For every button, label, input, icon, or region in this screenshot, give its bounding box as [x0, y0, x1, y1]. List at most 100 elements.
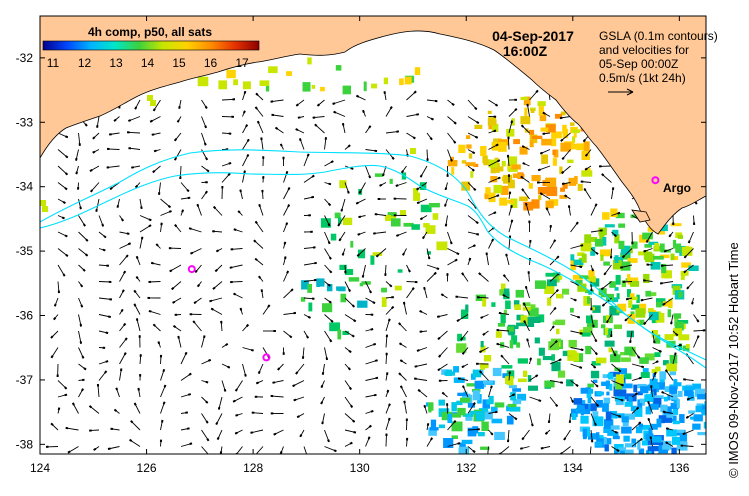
velocity-arrow: [631, 376, 642, 381]
velocity-arrow: [416, 347, 428, 352]
sst-patch: [678, 343, 682, 350]
sst-patch: [673, 328, 682, 337]
velocity-arrow: [693, 314, 700, 323]
sst-patch: [663, 360, 669, 366]
sst-patch: [645, 253, 655, 263]
colorbar-tick-12: 12: [78, 56, 92, 70]
velocity-arrow: [254, 257, 264, 266]
velocity-arrow: [119, 308, 124, 315]
sst-patch: [531, 199, 540, 209]
sst-patch: [610, 425, 620, 430]
velocity-arrow: [447, 116, 457, 125]
sst-patch: [595, 441, 603, 447]
sst-patch: [529, 316, 541, 323]
y-tick-label: -33: [16, 115, 34, 129]
velocity-arrow: [505, 253, 510, 266]
sst-patch: [451, 167, 455, 175]
velocity-arrow: [447, 258, 458, 266]
velocity-arrow: [570, 380, 579, 388]
velocity-arrow: [135, 318, 141, 332]
sst-patch: [677, 235, 683, 239]
velocity-arrow: [643, 248, 653, 253]
velocity-arrow: [379, 182, 387, 187]
sst-patch: [603, 427, 614, 433]
velocity-arrow: [344, 441, 353, 447]
velocity-arrow: [521, 429, 530, 441]
sst-patch: [580, 415, 589, 424]
velocity-arrow: [357, 231, 366, 236]
sst-patch: [627, 258, 638, 263]
velocity-arrow: [159, 439, 163, 447]
velocity-arrow: [691, 297, 694, 305]
velocity-arrow: [321, 363, 325, 375]
velocity-arrow: [212, 230, 223, 233]
sst-patch: [604, 444, 609, 452]
sst-patch: [652, 436, 662, 443]
colorbar-tick-13: 13: [109, 56, 123, 70]
velocity-arrow: [645, 231, 653, 243]
velocity-arrow: [316, 99, 325, 107]
sst-patch: [570, 122, 575, 126]
velocity-arrow: [498, 311, 510, 315]
velocity-arrow: [344, 380, 353, 391]
velocity-arrow: [254, 220, 264, 233]
velocity-arrow: [624, 314, 633, 322]
sst-patch: [506, 370, 515, 379]
sst-patch: [469, 410, 476, 415]
velocity-arrow: [344, 330, 355, 338]
velocity-arrow: [563, 429, 571, 441]
velocity-arrow: [488, 159, 501, 167]
velocity-arrow: [467, 149, 476, 155]
velocity-arrow: [564, 194, 571, 200]
velocity-arrow: [419, 309, 428, 315]
sst-patch: [562, 183, 568, 189]
sst-patch: [658, 415, 667, 422]
sst-patch: [704, 401, 706, 406]
sst-patch: [562, 124, 567, 134]
velocity-arrow: [215, 413, 223, 426]
colorbar: [42, 40, 260, 51]
sst-patch: [414, 67, 421, 75]
velocity-arrow: [297, 116, 305, 119]
sst-patch: [590, 247, 596, 256]
sst-patch: [218, 80, 227, 90]
velocity-arrow: [78, 231, 89, 242]
velocity-arrow: [385, 296, 394, 299]
sst-patch: [581, 253, 587, 263]
sst-patch: [540, 127, 549, 132]
sst-patch: [645, 433, 654, 441]
info-velocities: and velocities for: [599, 43, 689, 57]
velocity-arrow: [590, 396, 600, 407]
velocity-arrow: [180, 209, 185, 216]
velocity-arrow: [196, 281, 202, 288]
velocity-arrow: [549, 380, 563, 384]
sst-patch: [381, 297, 387, 307]
sst-patch: [584, 403, 594, 412]
sst-patch: [600, 288, 607, 298]
sst-patch: [494, 402, 505, 408]
velocity-arrow: [239, 189, 243, 200]
velocity-arrow: [96, 116, 100, 128]
velocity-arrow: [545, 207, 551, 216]
sst-patch: [480, 341, 484, 348]
sst-patch: [658, 224, 668, 232]
velocity-arrow: [98, 231, 107, 239]
sst-patch: [508, 385, 517, 389]
sst-patch: [429, 427, 439, 431]
sst-patch: [472, 390, 480, 401]
velocity-arrow: [272, 380, 284, 384]
velocity-arrow: [139, 236, 144, 249]
sst-patch: [697, 394, 706, 400]
sst-patch: [685, 344, 690, 349]
velocity-arrow: [135, 255, 141, 266]
velocity-arrow: [148, 280, 161, 283]
sst-patch: [648, 308, 654, 314]
sst-patch: [316, 281, 320, 287]
velocity-arrow: [192, 320, 202, 332]
sst-patch: [150, 100, 156, 106]
velocity-arrow: [110, 427, 120, 431]
sst-patch: [548, 341, 559, 351]
velocity-arrow: [258, 275, 264, 282]
sst-patch: [528, 307, 539, 317]
velocity-arrow: [629, 330, 633, 343]
